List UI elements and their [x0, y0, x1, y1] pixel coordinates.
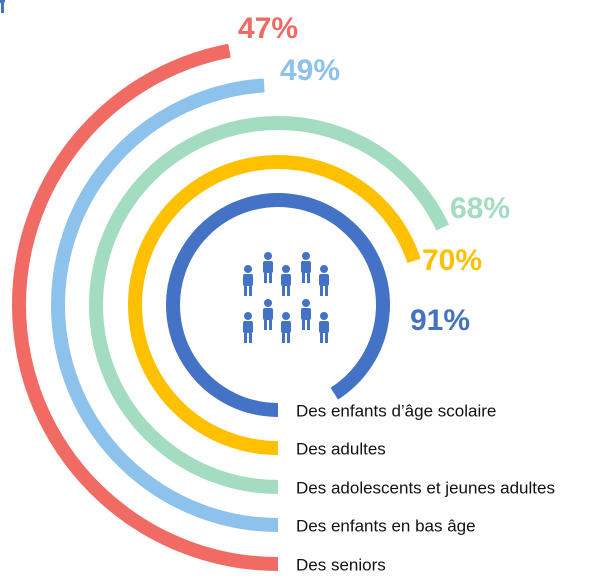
- value-label: 49%: [280, 54, 340, 87]
- category-label: Des adultes: [296, 439, 386, 458]
- value-label: 68%: [450, 192, 510, 225]
- value-label: 70%: [422, 244, 482, 277]
- radial-bar: [12, 43, 279, 571]
- radial-bar: [89, 116, 450, 494]
- category-label: Des seniors: [296, 555, 386, 574]
- category-label: Des enfants en bas âge: [296, 516, 476, 535]
- radial-bar: [51, 78, 279, 532]
- category-label: Des adolescents et jeunes adultes: [296, 478, 555, 497]
- people-icon: [0, 0, 329, 343]
- radial-bar: [128, 155, 421, 455]
- value-label: 47%: [238, 12, 298, 45]
- radial-bar: [166, 193, 390, 417]
- category-label: Des enfants d’âge scolaire: [296, 401, 496, 420]
- value-label: 91%: [410, 304, 470, 337]
